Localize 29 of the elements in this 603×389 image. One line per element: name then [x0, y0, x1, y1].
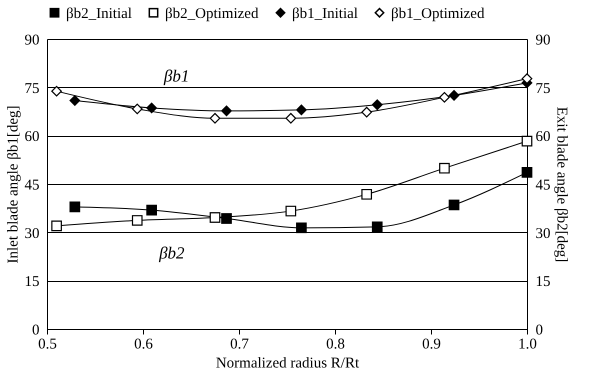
y-tick-label: 75	[24, 80, 40, 97]
x-tick-label: 0.8	[326, 336, 345, 352]
y2-tick-label: 0	[536, 322, 543, 338]
x-tick-label: 0.7	[230, 336, 250, 352]
legend-label: βb2_Initial	[66, 6, 132, 22]
legend-label: βb1_Optimized	[391, 6, 485, 22]
y-tick-label: 90	[24, 32, 40, 48]
y2-tick-label: 75	[536, 80, 550, 97]
legend-label: βb2_Optimized	[165, 6, 259, 22]
y-tick-label: 30	[24, 226, 40, 242]
annotation: βb2	[158, 244, 186, 263]
x-tick-label: 0.6	[134, 336, 154, 352]
y2-tick-label: 30	[536, 226, 550, 242]
x-axis-title: Normalized radius R/Rt	[216, 356, 360, 372]
y-tick-label: 15	[24, 274, 40, 290]
x-tick-label: 0.5	[38, 336, 57, 352]
annotation: βb1	[162, 66, 190, 86]
y2-axis-title: Exit blade angle βb2[deg]	[554, 106, 570, 262]
x-tick-label: 0.9	[422, 336, 441, 352]
y2-tick-label: 60	[536, 129, 550, 146]
y2-tick-label: 45	[536, 178, 550, 194]
y-tick-label: 0	[32, 322, 40, 338]
y2-tick-label: 90	[536, 32, 550, 48]
y2-tick-label: 15	[536, 274, 550, 290]
legend-label: βb1_Initial	[292, 6, 358, 22]
x-tick-label: 1.0	[518, 336, 537, 352]
y-tick-label: 45	[24, 178, 40, 194]
y-axis-title: Inlet blade angle βb1[deg]	[6, 106, 22, 264]
y-tick-label: 60	[24, 129, 40, 146]
